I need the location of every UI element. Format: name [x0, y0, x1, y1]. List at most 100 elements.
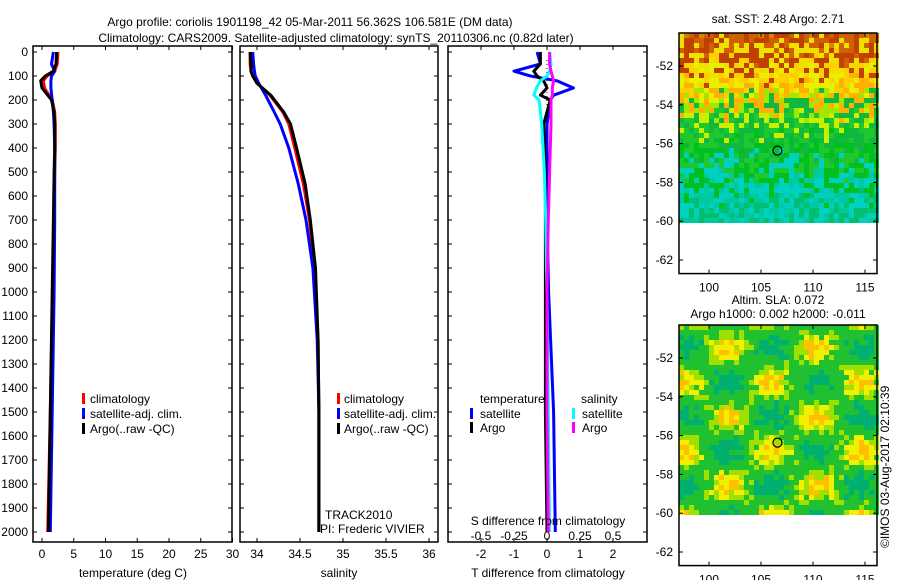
- map-cell: [729, 365, 734, 370]
- map-cell: [859, 178, 864, 183]
- map-cell: [839, 58, 844, 63]
- legend-swatch: [337, 408, 340, 419]
- map-cell: [824, 330, 829, 335]
- map-cell: [779, 33, 784, 38]
- map-cell: [694, 33, 699, 38]
- map-cell: [754, 405, 759, 410]
- map-cell: [704, 208, 709, 213]
- map-cell: [714, 113, 719, 118]
- map-cell: [859, 465, 864, 470]
- map-cell: [834, 33, 839, 38]
- map-cell: [694, 450, 699, 455]
- map-cell: [834, 43, 839, 48]
- map-cell: [849, 118, 854, 123]
- map-cell: [759, 158, 764, 163]
- map-cell: [849, 203, 854, 208]
- map-cell: [744, 355, 749, 360]
- map-cell: [784, 380, 789, 385]
- map-cell: [729, 48, 734, 53]
- map-cell: [724, 123, 729, 128]
- map-cell: [869, 475, 874, 480]
- map-cell: [719, 203, 724, 208]
- map-cell: [799, 33, 804, 38]
- map-cell: [824, 103, 829, 108]
- map-cell: [844, 475, 849, 480]
- map-cell: [814, 183, 819, 188]
- map-cell: [864, 480, 869, 485]
- map-cell: [744, 505, 749, 510]
- map-cell: [744, 43, 749, 48]
- map-cell: [844, 198, 849, 203]
- map-cell: [804, 405, 809, 410]
- map-cell: [714, 475, 719, 480]
- map-cell: [794, 395, 799, 400]
- temperature-legend-label: climatology: [90, 392, 150, 406]
- map-cell: [789, 440, 794, 445]
- map-cell: [734, 188, 739, 193]
- map-cell: [764, 168, 769, 173]
- map-cell: [854, 108, 859, 113]
- map-cell: [854, 390, 859, 395]
- map-cell: [729, 420, 734, 425]
- map-cell: [709, 218, 714, 223]
- map-cell: [859, 345, 864, 350]
- map-cell: [854, 188, 859, 193]
- map-cell: [849, 425, 854, 430]
- map-cell: [689, 435, 694, 440]
- map-cell: [714, 148, 719, 153]
- map-cell: [689, 460, 694, 465]
- map-cell: [794, 128, 799, 133]
- map-cell: [819, 38, 824, 43]
- map-cell: [864, 68, 869, 73]
- map-cell: [864, 490, 869, 495]
- map-cell: [804, 475, 809, 480]
- map-cell: [814, 78, 819, 83]
- map-cell: [824, 345, 829, 350]
- map-cell: [774, 43, 779, 48]
- map-cell: [684, 188, 689, 193]
- map-cell: [759, 118, 764, 123]
- map-cell: [689, 58, 694, 63]
- map-cell: [774, 58, 779, 63]
- map-cell: [684, 510, 689, 515]
- map-cell: [844, 425, 849, 430]
- map-cell: [869, 103, 874, 108]
- map-cell: [779, 163, 784, 168]
- map-cell: [869, 173, 874, 178]
- map-cell: [789, 218, 794, 223]
- map-cell: [739, 208, 744, 213]
- map-cell: [719, 108, 724, 113]
- map-cell: [769, 335, 774, 340]
- map-cell: [764, 68, 769, 73]
- map-cell: [804, 138, 809, 143]
- map-cell: [689, 218, 694, 223]
- map-cell: [829, 360, 834, 365]
- map-cell: [714, 370, 719, 375]
- map-cell: [844, 203, 849, 208]
- map-cell: [779, 138, 784, 143]
- map-cell: [814, 420, 819, 425]
- map-cell: [679, 218, 684, 223]
- map-cell: [724, 218, 729, 223]
- map-cell: [754, 375, 759, 380]
- map-cell: [734, 128, 739, 133]
- map-cell: [789, 385, 794, 390]
- map-cell: [769, 133, 774, 138]
- map-cell: [794, 93, 799, 98]
- map-cell: [679, 325, 684, 330]
- map-cell: [739, 58, 744, 63]
- map-cell: [744, 465, 749, 470]
- map-cell: [819, 325, 824, 330]
- map-cell: [719, 490, 724, 495]
- map-cell: [859, 425, 864, 430]
- map-cell: [794, 425, 799, 430]
- map-cell: [819, 400, 824, 405]
- map-cell: [739, 178, 744, 183]
- map-cell: [869, 430, 874, 435]
- map-cell: [724, 370, 729, 375]
- map-cell: [804, 213, 809, 218]
- map-cell: [774, 123, 779, 128]
- map-cell: [809, 88, 814, 93]
- map-cell: [719, 430, 724, 435]
- map-cell: [769, 218, 774, 223]
